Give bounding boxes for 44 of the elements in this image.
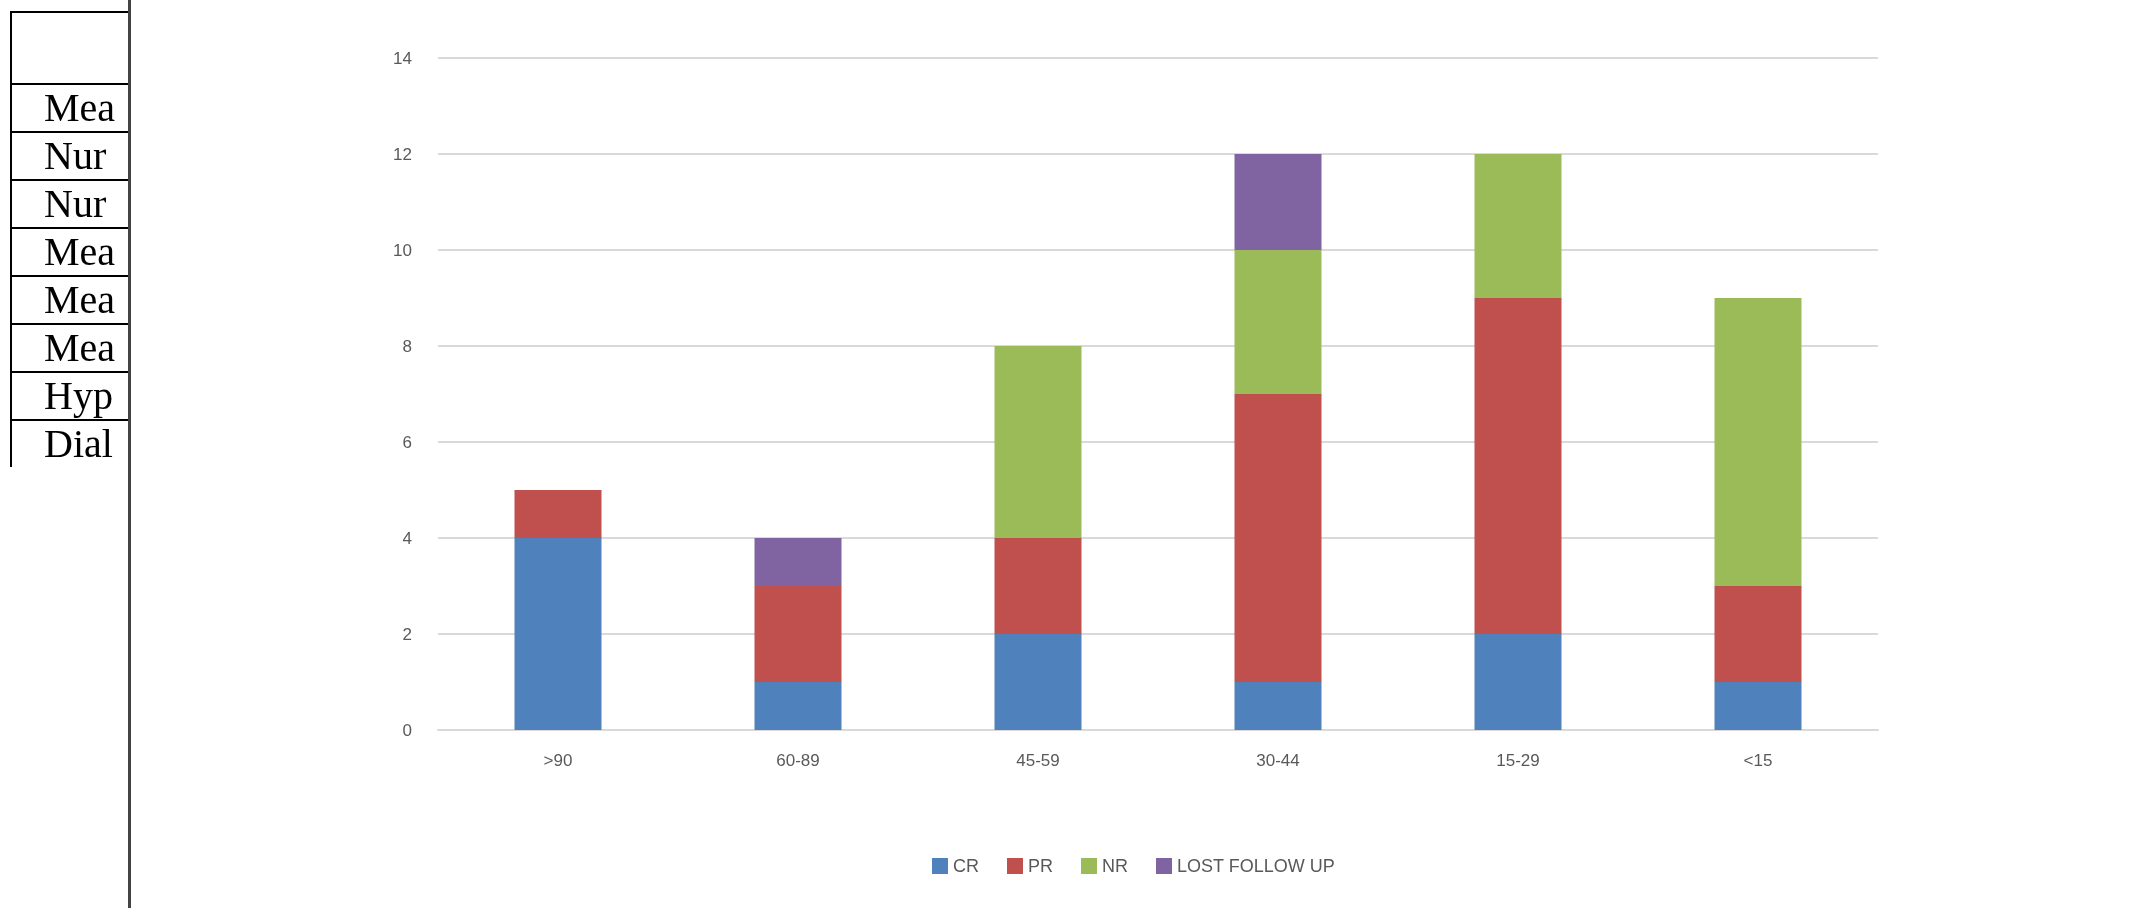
- x-tick-label: 60-89: [776, 751, 820, 770]
- y-tick-label: 8: [402, 336, 412, 356]
- x-tick-label: >90: [543, 751, 573, 770]
- y-tick-label: 2: [402, 624, 412, 644]
- bar: [994, 634, 1082, 730]
- bar: [514, 538, 602, 730]
- legend-label: NR: [1101, 856, 1128, 876]
- bar: [1474, 634, 1562, 730]
- bar: [1714, 682, 1802, 730]
- y-tick-label: 14: [393, 48, 412, 68]
- bar: [514, 490, 602, 538]
- x-tick-label: 30-44: [1256, 751, 1300, 770]
- bar: [1234, 682, 1322, 730]
- bar: [1234, 250, 1322, 394]
- text: Mea: [10, 325, 129, 373]
- text: Nur: [10, 133, 129, 181]
- bar: [754, 586, 842, 682]
- bar: [754, 538, 842, 586]
- legend-label: LOST FOLLOW UP: [1176, 856, 1335, 876]
- y-tick-label: 12: [393, 144, 412, 164]
- y-tick-label: 10: [393, 240, 412, 260]
- bar: [994, 538, 1082, 634]
- y-tick-label: 4: [402, 528, 412, 548]
- x-tick-label: <15: [1743, 751, 1773, 770]
- text: Dial: [10, 421, 129, 467]
- bar: [1714, 298, 1802, 586]
- bar: [994, 346, 1082, 538]
- bar: [1474, 298, 1562, 634]
- text: Mea: [10, 85, 129, 133]
- legend-label: CR: [952, 856, 979, 876]
- legend-label: PR: [1027, 856, 1053, 876]
- bar: [1474, 154, 1562, 298]
- bar: [1714, 586, 1802, 682]
- y-tick-label: 6: [402, 432, 412, 452]
- x-tick-label: 45-59: [1016, 751, 1060, 770]
- text: Hyp: [10, 373, 129, 421]
- text: Nur: [10, 181, 129, 229]
- bar: [1234, 394, 1322, 682]
- x-tick-label: 15-29: [1496, 751, 1540, 770]
- text: Mea: [10, 277, 129, 325]
- text: Mea: [10, 229, 129, 277]
- bar: [754, 682, 842, 730]
- y-tick-label: 0: [402, 720, 412, 740]
- bar: [1234, 154, 1322, 250]
